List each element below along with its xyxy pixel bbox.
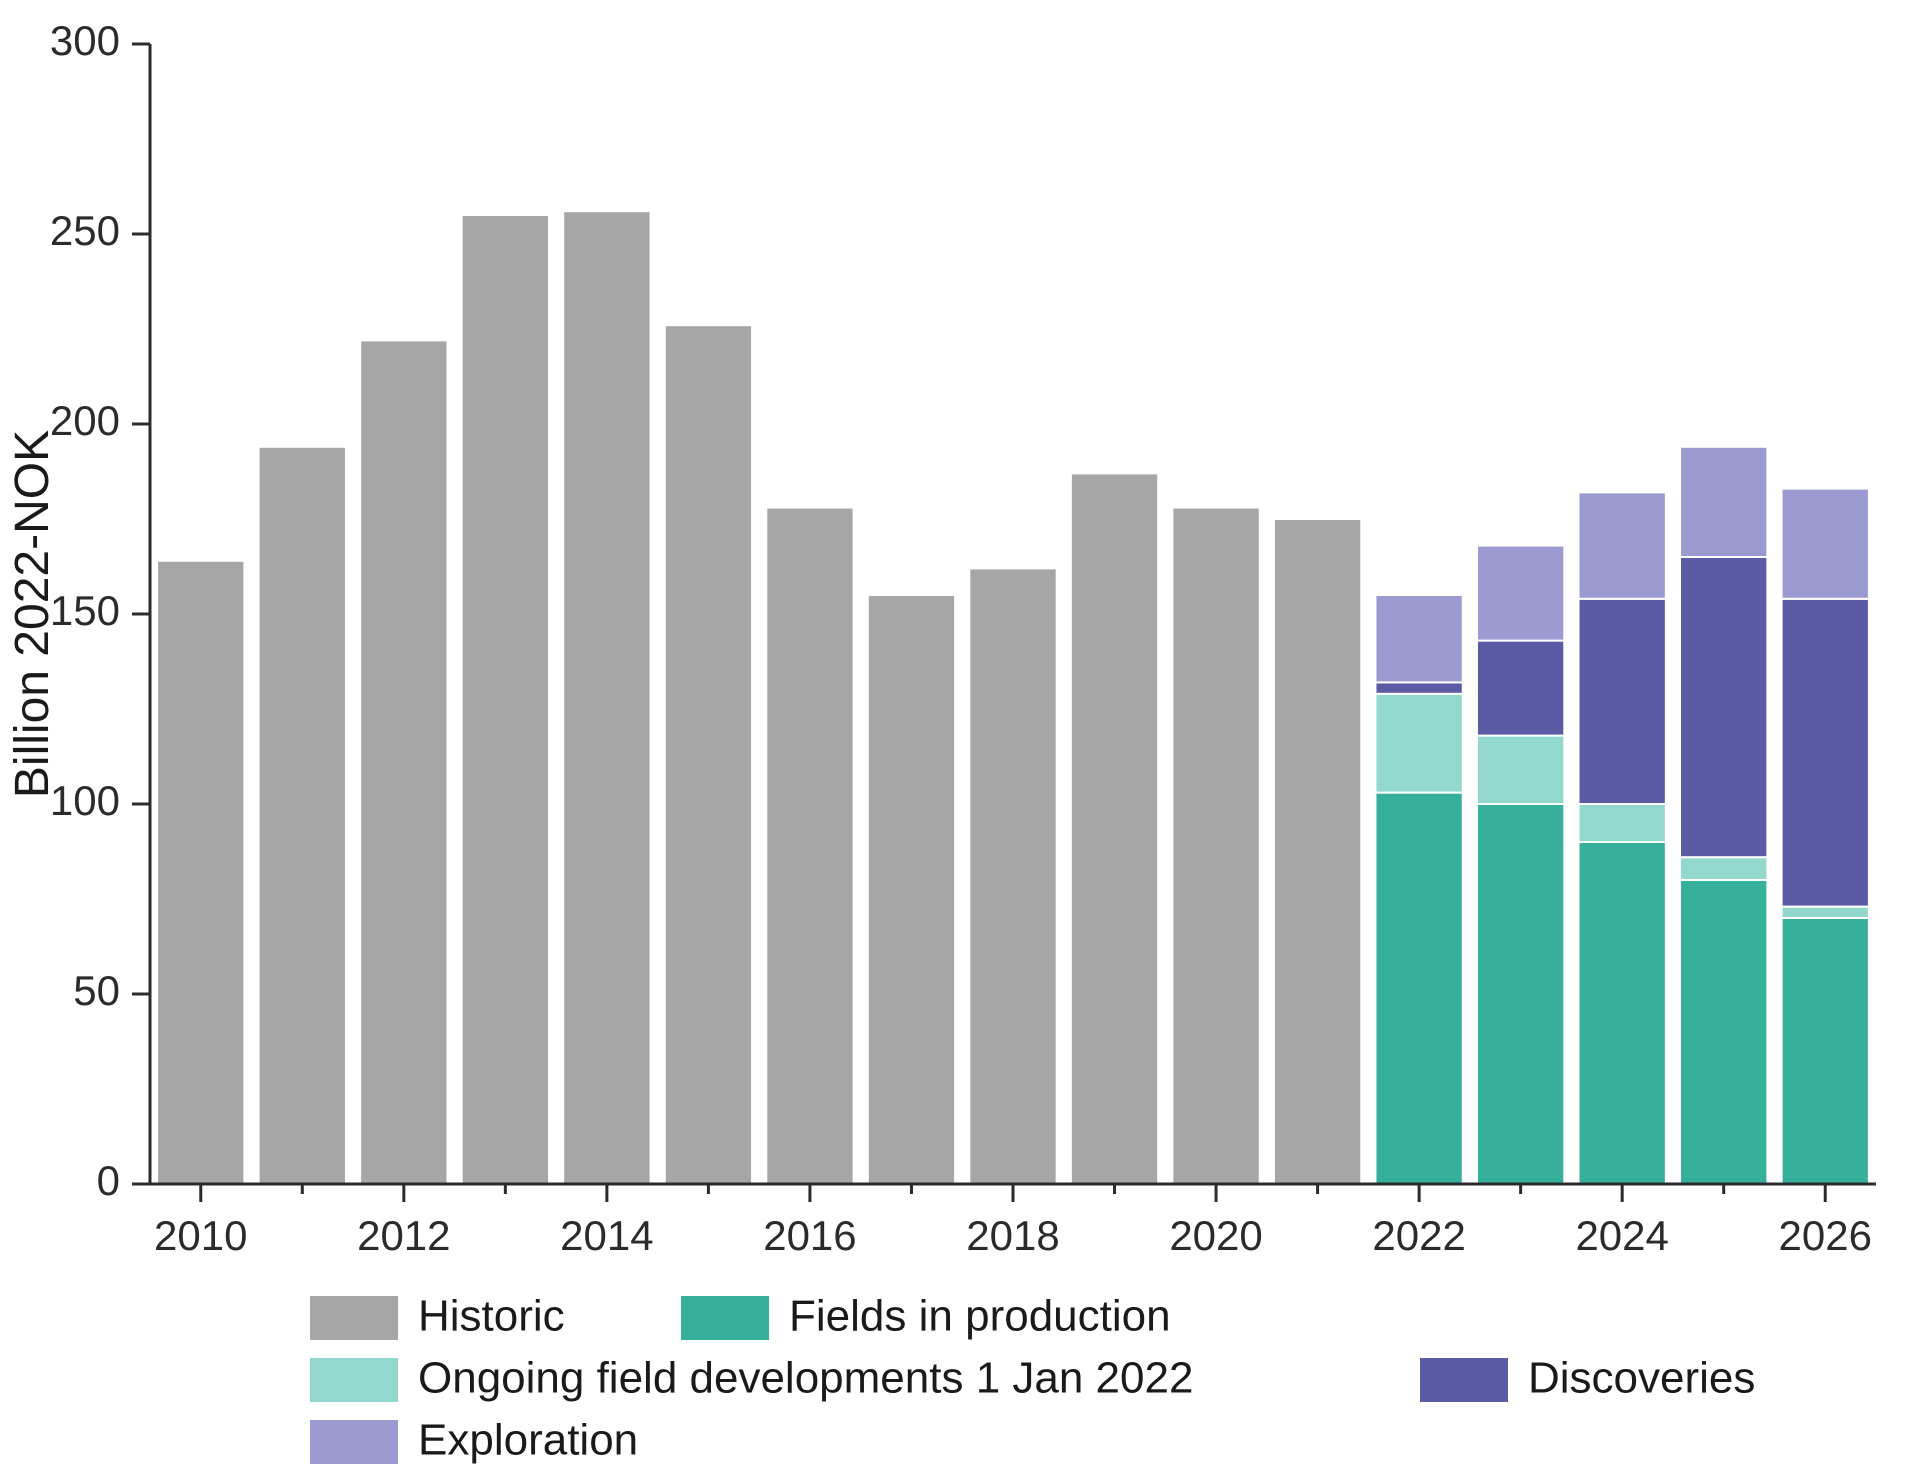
- bar-2024-exploration: [1579, 492, 1666, 598]
- bar-2024-fields_prod: [1579, 842, 1666, 1184]
- bar-2012-historic: [360, 340, 447, 1184]
- bar-2022-ongoing_dev: [1375, 694, 1462, 793]
- bar-2024-discoveries: [1579, 599, 1666, 804]
- bar-2017-historic: [868, 595, 955, 1184]
- y-tick-label-0: 0: [97, 1157, 120, 1204]
- x-tick-label-2024: 2024: [1575, 1212, 1668, 1259]
- bar-2022-discoveries: [1375, 682, 1462, 693]
- bar-2013-historic: [462, 215, 549, 1184]
- bar-2015-historic: [665, 325, 752, 1184]
- x-tick-label-2016: 2016: [763, 1212, 856, 1259]
- x-tick-label-2026: 2026: [1779, 1212, 1872, 1259]
- bar-2023-fields_prod: [1477, 804, 1564, 1184]
- bar-2025-fields_prod: [1680, 880, 1767, 1184]
- bar-2023-ongoing_dev: [1477, 736, 1564, 804]
- bar-2022-exploration: [1375, 595, 1462, 682]
- legend-swatch-fields_prod: [681, 1296, 769, 1340]
- legend-label-historic: Historic: [418, 1291, 565, 1340]
- x-tick-label-2014: 2014: [560, 1212, 653, 1259]
- bar-2019-historic: [1071, 473, 1158, 1184]
- legend-swatch-exploration: [310, 1420, 398, 1464]
- bar-2018-historic: [969, 568, 1056, 1184]
- bar-2025-discoveries: [1680, 557, 1767, 857]
- y-tick-label-50: 50: [73, 967, 120, 1014]
- legend-swatch-historic: [310, 1296, 398, 1340]
- bar-2026-exploration: [1782, 489, 1869, 599]
- x-tick-label-2020: 2020: [1169, 1212, 1262, 1259]
- bar-2016-historic: [766, 508, 853, 1184]
- bar-2023-exploration: [1477, 546, 1564, 641]
- y-axis-title: Billion 2022-NOK: [6, 430, 59, 798]
- bar-2026-fields_prod: [1782, 918, 1869, 1184]
- legend-swatch-discoveries: [1420, 1358, 1508, 1402]
- x-tick-label-2010: 2010: [154, 1212, 247, 1259]
- bar-2022-fields_prod: [1375, 793, 1462, 1184]
- legend-label-discoveries: Discoveries: [1528, 1353, 1755, 1402]
- y-tick-label-100: 100: [50, 777, 120, 824]
- bar-2024-ongoing_dev: [1579, 804, 1666, 842]
- x-tick-label-2012: 2012: [357, 1212, 450, 1259]
- bar-2026-ongoing_dev: [1782, 907, 1869, 918]
- bar-2025-ongoing_dev: [1680, 857, 1767, 880]
- legend-label-exploration: Exploration: [418, 1415, 638, 1464]
- chart-svg: 0 50 100 150 200 250 300 2010 2012 2014 2016 2018 20…: [0, 0, 1920, 1478]
- legend-swatch-ongoing_dev: [310, 1358, 398, 1402]
- bar-2025-exploration: [1680, 447, 1767, 557]
- bar-2021-historic: [1274, 519, 1361, 1184]
- y-tick-label-300: 300: [50, 17, 120, 64]
- investment-bar-chart: 0 50 100 150 200 250 300 2010 2012 2014 2016 2018 20…: [0, 0, 1920, 1478]
- x-tick-label-2022: 2022: [1372, 1212, 1465, 1259]
- bar-2010-historic: [157, 561, 244, 1184]
- legend-label-ongoing_dev: Ongoing field developments 1 Jan 2022: [418, 1353, 1193, 1402]
- x-tick-label-2018: 2018: [966, 1212, 1059, 1259]
- y-tick-label-200: 200: [50, 397, 120, 444]
- legend-label-fields_prod: Fields in production: [789, 1291, 1171, 1340]
- y-tick-label-150: 150: [50, 587, 120, 634]
- bar-2026-discoveries: [1782, 599, 1869, 907]
- bar-2020-historic: [1172, 508, 1259, 1184]
- bar-2011-historic: [259, 447, 346, 1184]
- y-tick-label-250: 250: [50, 207, 120, 254]
- bar-2014-historic: [563, 211, 650, 1184]
- bar-2023-discoveries: [1477, 641, 1564, 736]
